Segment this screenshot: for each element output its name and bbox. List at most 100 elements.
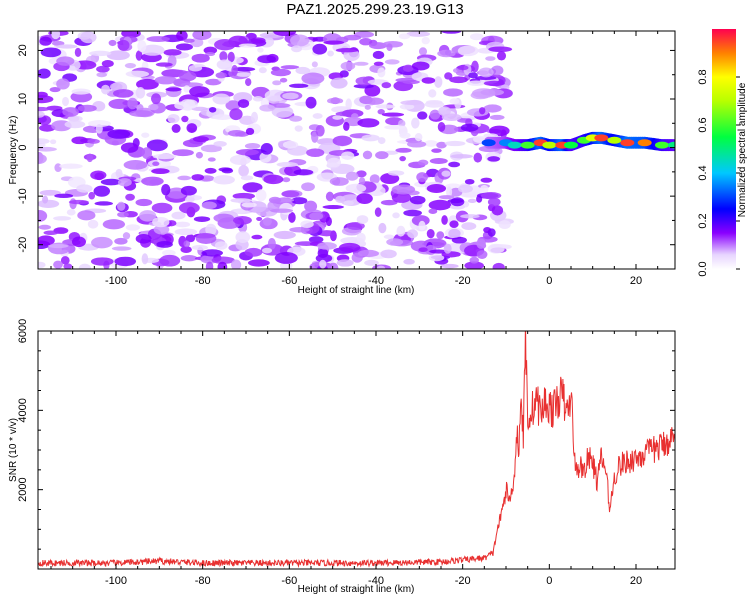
signal-point	[620, 139, 635, 147]
spectral-noise-blob	[180, 255, 198, 262]
spectral-noise-blob	[377, 137, 386, 145]
y-tick-label: 2000	[17, 477, 29, 501]
spectral-noise-blob	[167, 113, 180, 124]
spectral-noise-blob	[282, 177, 291, 183]
spectral-noise-blob	[229, 108, 243, 121]
spectral-noise-blob	[200, 144, 222, 153]
spectral-noise-blob	[273, 31, 297, 37]
spectral-noise-blob	[498, 220, 511, 230]
spectral-noise-blob	[345, 171, 359, 181]
spectral-noise-blob	[95, 123, 103, 134]
snr-panel: -100 -80 -60 -40 -20 0 20 2000 4000 6000 Height …	[8, 319, 676, 595]
spectral-noise-blob	[345, 98, 352, 110]
spectral-noise-blob	[417, 111, 428, 120]
spectral-noise-blob	[402, 79, 420, 85]
spectral-noise-blob	[256, 216, 263, 221]
spectral-noise-blob	[449, 98, 460, 105]
colorbar-tick-label: 0.4	[697, 165, 709, 180]
spectral-noise-blob	[399, 103, 415, 110]
spectral-noise-blob	[294, 125, 303, 132]
spectral-noise-blob	[231, 64, 238, 77]
spectral-noise-blob	[475, 75, 497, 81]
spectral-noise-blob	[38, 115, 52, 126]
signal-point	[668, 141, 675, 149]
spectral-noise-blob	[343, 200, 354, 206]
spectral-noise-blob	[261, 247, 273, 254]
x-tick-label: -60	[281, 275, 297, 287]
spectral-noise-blob	[411, 61, 430, 71]
spectral-noise-blob	[343, 121, 350, 131]
spectral-noise-blob	[56, 44, 78, 49]
spectral-noise-blob	[271, 105, 294, 118]
spectral-noise-blob	[317, 242, 337, 250]
spectral-noise-blob	[163, 49, 182, 56]
spectral-noise-blob	[402, 64, 414, 72]
spectral-noise-blob	[171, 211, 186, 220]
spectral-noise-blob	[112, 89, 134, 98]
spectral-noise-blob	[340, 61, 356, 71]
spectral-noise-blob	[326, 157, 342, 168]
spectral-noise-blob	[489, 125, 510, 137]
y-tick-label: 20	[17, 44, 29, 56]
spectral-noise-blob	[152, 161, 160, 166]
spectral-noise-blob	[108, 39, 117, 47]
spectral-noise-blob	[336, 259, 354, 267]
spectral-noise-blob	[217, 261, 228, 269]
spectral-noise-blob	[140, 44, 165, 56]
spectral-noise-blob	[181, 115, 189, 123]
x-tick-label: -20	[455, 275, 471, 287]
y-tick-label: -10	[17, 188, 29, 204]
spectral-noise-blob	[428, 254, 445, 262]
spectral-noise-blob	[192, 31, 212, 40]
spectral-noise-blob	[230, 198, 252, 203]
x-tick-label: 20	[630, 575, 642, 587]
spectral-noise-blob	[440, 31, 462, 34]
x-tick-label: -40	[368, 275, 384, 287]
spectral-noise-blob	[305, 96, 317, 109]
spectral-noise-blob	[325, 216, 332, 227]
spectral-noise-blob	[343, 34, 362, 41]
spectral-noise-blob	[114, 237, 128, 245]
spectral-noise-blob	[141, 132, 150, 138]
spectral-noise-blob	[311, 61, 318, 68]
spectral-noise-blob	[191, 106, 208, 112]
spectral-noise-blob	[40, 47, 62, 58]
spectral-noise-blob	[250, 37, 266, 44]
spectral-noise-blob	[322, 204, 344, 210]
spectral-noise-blob	[128, 110, 153, 117]
spectral-noise-blob	[395, 147, 412, 153]
spectrogram-signal-trace	[481, 131, 675, 152]
spectral-noise-blob	[135, 233, 152, 244]
spectral-noise-blob	[289, 115, 303, 122]
spectral-noise-blob	[346, 221, 365, 231]
spectral-noise-blob	[267, 237, 276, 250]
spectral-noise-blob	[96, 65, 110, 73]
spectral-noise-blob	[377, 67, 386, 78]
spectral-noise-blob	[469, 33, 484, 41]
spectral-noise-blob	[457, 45, 479, 57]
spectral-noise-blob	[146, 36, 170, 42]
spectral-noise-blob	[264, 89, 287, 102]
spectral-noise-blob	[123, 160, 148, 170]
spectral-noise-blob	[358, 177, 366, 185]
colorbar-tick-label: 0.0	[697, 261, 709, 276]
spectral-noise-blob	[424, 140, 438, 147]
spectral-noise-blob	[108, 98, 131, 110]
spectral-noise-blob	[191, 174, 205, 181]
spectral-noise-blob	[51, 40, 65, 46]
spectral-noise-blob	[178, 202, 200, 214]
spectral-noise-blob	[487, 243, 505, 254]
spectral-noise-blob	[152, 153, 177, 160]
spectral-noise-blob	[364, 104, 371, 110]
spectral-noise-blob	[488, 46, 513, 53]
spectral-noise-blob	[146, 139, 168, 152]
spectral-noise-blob	[77, 210, 96, 221]
spectral-noise-blob	[441, 170, 451, 177]
spectral-noise-blob	[245, 127, 255, 136]
spectral-noise-blob	[353, 83, 374, 89]
spectral-noise-blob	[306, 148, 325, 157]
spectral-noise-blob	[184, 196, 195, 203]
spectral-noise-blob	[491, 65, 504, 76]
spectral-noise-blob	[312, 113, 323, 119]
spectrogram-y-ticks: -20 -10 0 10 20	[17, 44, 675, 270]
